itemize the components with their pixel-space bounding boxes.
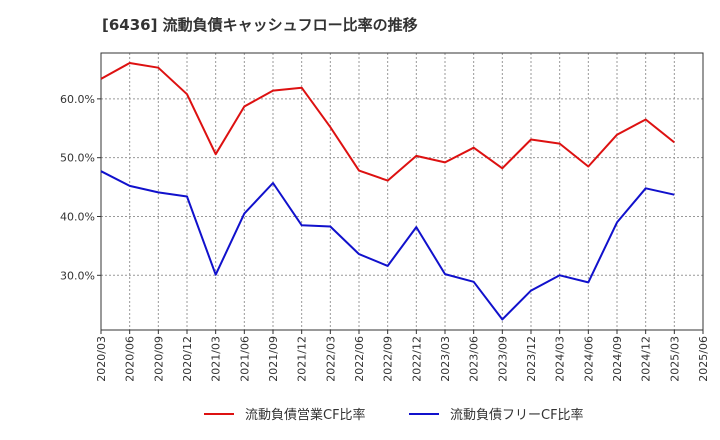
legend-label-2: 流動負債フリーCF比率 [450,407,584,423]
x-tick-label: 2022/06 [353,336,366,382]
x-tick-label: 2021/06 [238,336,251,382]
chart-title: [6436] 流動負債キャッシュフロー比率の推移 [102,16,418,34]
x-tick-label: 2023/03 [439,336,452,382]
y-tick-label: 30.0% [60,269,95,282]
legend: 流動負債営業CF比率 流動負債フリーCF比率 [204,407,584,423]
series-group [100,62,675,321]
x-tick-label: 2024/12 [640,336,653,382]
series-line-2 [100,170,675,321]
x-tick-label: 2020/09 [152,336,165,382]
x-tick-label: 2023/06 [468,336,481,382]
x-tick-label: 2022/03 [324,336,337,382]
x-tick-label: 2025/03 [668,336,681,382]
x-tick-label: 2024/03 [554,336,567,382]
x-tick-label: 2023/09 [496,336,509,382]
plot-area [100,52,704,331]
legend-label-1: 流動負債営業CF比率 [245,407,366,423]
y-tick-label: 60.0% [60,93,95,106]
x-tick-label: 2021/09 [267,336,280,382]
x-tick-label: 2020/06 [124,336,137,382]
y-tick-label: 40.0% [60,210,95,223]
grid [101,53,703,330]
x-tick-label: 2024/09 [611,336,624,382]
series-line-1 [100,62,675,182]
x-tick-label: 2021/12 [296,336,309,382]
y-axis: 30.0% 40.0% 50.0% 60.0% [60,93,101,282]
x-tick-label: 2025/06 [697,336,710,382]
x-tick-label: 2022/09 [382,336,395,382]
x-tick-label: 2022/12 [410,336,423,382]
x-tick-label: 2020/03 [95,336,108,382]
x-tick-label: 2020/12 [181,336,194,382]
x-tick-label: 2023/12 [525,336,538,382]
x-tick-label: 2021/03 [210,336,223,382]
y-tick-label: 50.0% [60,152,95,165]
x-axis: 2020/03 2020/06 2020/09 2020/12 2021/03 2021/… [95,330,710,382]
x-tick-label: 2024/06 [582,336,595,382]
